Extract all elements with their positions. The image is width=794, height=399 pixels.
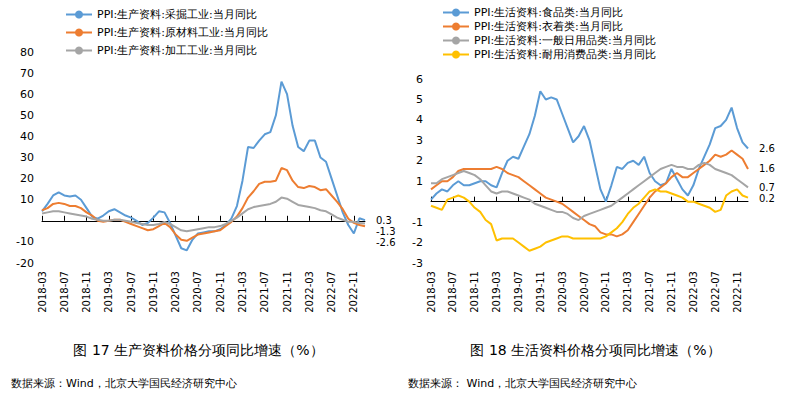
svg-text:2022-07: 2022-07 bbox=[326, 271, 337, 313]
svg-text:0.3: 0.3 bbox=[376, 215, 392, 226]
svg-text:30: 30 bbox=[20, 151, 34, 164]
svg-text:2018-11: 2018-11 bbox=[81, 271, 92, 313]
svg-text:-1.3: -1.3 bbox=[376, 226, 396, 237]
svg-text:2022-11: 2022-11 bbox=[348, 271, 359, 313]
svg-text:2021-11: 2021-11 bbox=[282, 271, 293, 313]
svg-text:2020-07: 2020-07 bbox=[579, 271, 590, 313]
svg-text:4: 4 bbox=[416, 113, 423, 126]
svg-text:2019-03: 2019-03 bbox=[103, 271, 114, 313]
svg-text:-10: -10 bbox=[16, 235, 34, 248]
svg-text:2021-03: 2021-03 bbox=[622, 271, 633, 313]
svg-text:2022-03: 2022-03 bbox=[688, 271, 699, 313]
svg-text:数据来源：Wind，北京大学国民经济研究中心: 数据来源：Wind，北京大学国民经济研究中心 bbox=[11, 377, 237, 390]
svg-text:2020-11: 2020-11 bbox=[600, 271, 611, 313]
svg-text:2020-03: 2020-03 bbox=[170, 271, 181, 313]
svg-text:图 17 生产资料价格分项同比增速（%）: 图 17 生产资料价格分项同比增速（%） bbox=[73, 342, 323, 358]
svg-text:2018-07: 2018-07 bbox=[59, 271, 70, 313]
svg-text:6: 6 bbox=[416, 73, 423, 86]
svg-text:2022-07: 2022-07 bbox=[710, 271, 721, 313]
svg-text:PPI:生活资料:耐用消费品类:当月同比: PPI:生活资料:耐用消费品类:当月同比 bbox=[474, 48, 656, 61]
svg-text:2018-03: 2018-03 bbox=[426, 271, 437, 313]
svg-text:PPI:生产资料:采掘工业:当月同比: PPI:生产资料:采掘工业:当月同比 bbox=[97, 8, 257, 21]
svg-text:2019-07: 2019-07 bbox=[126, 271, 137, 313]
svg-text:-1: -1 bbox=[412, 216, 423, 229]
svg-text:1.6: 1.6 bbox=[759, 163, 775, 174]
svg-text:-3: -3 bbox=[412, 257, 423, 270]
svg-text:2019-07: 2019-07 bbox=[513, 271, 524, 313]
svg-text:2018-03: 2018-03 bbox=[37, 271, 48, 313]
svg-text:PPI:生产资料:加工工业:当月同比: PPI:生产资料:加工工业:当月同比 bbox=[97, 44, 257, 57]
svg-text:2018-11: 2018-11 bbox=[469, 271, 480, 313]
svg-text:70: 70 bbox=[20, 67, 34, 80]
svg-text:5: 5 bbox=[416, 93, 423, 106]
svg-text:2022-11: 2022-11 bbox=[732, 271, 743, 313]
svg-text:2021-07: 2021-07 bbox=[644, 271, 655, 313]
svg-text:PPI:生活资料:衣着类:当月同比: PPI:生活资料:衣着类:当月同比 bbox=[474, 20, 623, 33]
svg-text:PPI:生产资料:原材料工业:当月同比: PPI:生产资料:原材料工业:当月同比 bbox=[97, 26, 268, 39]
svg-text:2019-11: 2019-11 bbox=[148, 271, 159, 313]
svg-text:2019-11: 2019-11 bbox=[535, 271, 546, 313]
svg-text:3: 3 bbox=[416, 134, 423, 147]
svg-text:图 18 生活资料价格分项同比增速（%）: 图 18 生活资料价格分项同比增速（%） bbox=[470, 342, 720, 358]
svg-text:2021-11: 2021-11 bbox=[666, 271, 677, 313]
svg-text:2022-03: 2022-03 bbox=[304, 271, 315, 313]
svg-text:2021-03: 2021-03 bbox=[237, 271, 248, 313]
svg-text:2.6: 2.6 bbox=[759, 143, 775, 154]
svg-text:50: 50 bbox=[20, 109, 34, 122]
svg-text:40: 40 bbox=[20, 130, 34, 143]
svg-text:20: 20 bbox=[20, 172, 34, 185]
svg-text:2: 2 bbox=[416, 154, 423, 167]
svg-text:80: 80 bbox=[20, 46, 34, 59]
svg-text:1: 1 bbox=[416, 175, 423, 188]
svg-text:0.2: 0.2 bbox=[759, 193, 775, 204]
svg-text:2020-03: 2020-03 bbox=[557, 271, 568, 313]
svg-text:2020-07: 2020-07 bbox=[192, 271, 203, 313]
svg-text:2019-03: 2019-03 bbox=[491, 271, 502, 313]
svg-text:2018-07: 2018-07 bbox=[447, 271, 458, 313]
svg-text:PPI:生活资料:食品类:当月同比: PPI:生活资料:食品类:当月同比 bbox=[474, 6, 623, 19]
svg-text:数据来源： Wind，北京大学国民经济研究中心: 数据来源： Wind，北京大学国民经济研究中心 bbox=[408, 377, 637, 390]
svg-text:-20: -20 bbox=[16, 257, 34, 270]
svg-text:-2: -2 bbox=[412, 236, 423, 249]
svg-text:60: 60 bbox=[20, 88, 34, 101]
svg-text:PPI:生活资料:一般日用品类:当月同比: PPI:生活资料:一般日用品类:当月同比 bbox=[474, 34, 656, 47]
svg-text:10: 10 bbox=[20, 193, 34, 206]
svg-text:-2.6: -2.6 bbox=[376, 237, 396, 248]
svg-text:0.7: 0.7 bbox=[759, 182, 775, 193]
svg-text:2021-07: 2021-07 bbox=[259, 271, 270, 313]
svg-text:2020-11: 2020-11 bbox=[215, 271, 226, 313]
